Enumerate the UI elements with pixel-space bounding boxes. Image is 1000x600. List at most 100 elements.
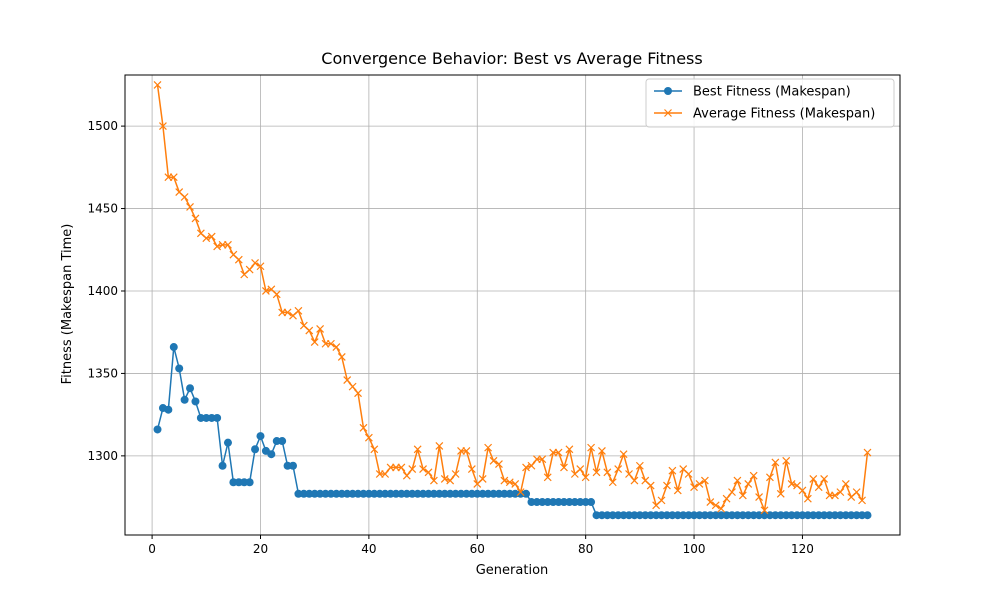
data-point bbox=[359, 423, 368, 432]
data-point bbox=[749, 471, 758, 480]
data-point bbox=[516, 488, 525, 497]
data-point bbox=[798, 486, 807, 495]
data-point bbox=[619, 450, 628, 459]
data-point bbox=[180, 193, 189, 201]
data-point bbox=[738, 491, 747, 500]
data-point bbox=[592, 468, 601, 477]
x-tick-label: 60 bbox=[470, 542, 485, 556]
data-point bbox=[159, 122, 167, 131]
data-point bbox=[467, 465, 476, 473]
data-point bbox=[782, 456, 791, 465]
data-point bbox=[711, 501, 720, 510]
data-point bbox=[646, 481, 655, 490]
y-tick-label: 1400 bbox=[87, 284, 118, 298]
data-point bbox=[278, 437, 287, 446]
data-point bbox=[560, 463, 568, 472]
data-point bbox=[429, 476, 438, 485]
data-point bbox=[153, 425, 162, 434]
data-point bbox=[251, 259, 259, 267]
data-point bbox=[272, 290, 281, 299]
data-point bbox=[435, 442, 444, 450]
data-point bbox=[836, 488, 845, 497]
legend-label: Best Fitness (Makespan) bbox=[693, 85, 851, 100]
data-point bbox=[310, 338, 319, 347]
data-point bbox=[316, 324, 325, 333]
legend-box bbox=[645, 78, 895, 128]
data-point bbox=[153, 80, 162, 89]
data-point bbox=[261, 287, 270, 295]
data-point bbox=[663, 481, 671, 490]
data-point bbox=[576, 465, 585, 473]
series-1 bbox=[153, 343, 872, 520]
data-point bbox=[814, 483, 823, 492]
data-point bbox=[484, 443, 493, 452]
data-point bbox=[305, 326, 314, 335]
data-point bbox=[722, 494, 731, 503]
series-layer bbox=[153, 80, 872, 520]
data-point bbox=[283, 308, 292, 317]
data-point bbox=[527, 461, 536, 470]
data-point bbox=[820, 475, 829, 483]
data-point bbox=[364, 433, 373, 442]
y-axis-label: Fitness (Makespan Time) bbox=[60, 224, 75, 385]
x-tick-label: 100 bbox=[683, 542, 706, 556]
data-point bbox=[245, 265, 254, 274]
data-point bbox=[402, 471, 411, 480]
data-point bbox=[478, 475, 487, 483]
legend-marker bbox=[664, 109, 672, 117]
x-tick-label: 120 bbox=[791, 542, 814, 556]
data-point bbox=[863, 448, 872, 457]
data-point bbox=[522, 463, 530, 472]
data-point bbox=[717, 504, 726, 513]
y-tick-label: 1350 bbox=[87, 366, 118, 380]
data-point bbox=[841, 479, 850, 488]
series-2 bbox=[153, 80, 872, 515]
data-point bbox=[625, 470, 633, 478]
data-point bbox=[554, 448, 563, 457]
data-point bbox=[787, 479, 796, 488]
data-point bbox=[863, 511, 872, 520]
data-point bbox=[695, 479, 704, 488]
data-point bbox=[630, 476, 639, 485]
data-point bbox=[760, 506, 769, 515]
data-point bbox=[381, 470, 390, 478]
data-point bbox=[451, 470, 460, 478]
data-point bbox=[597, 446, 606, 455]
y-tick-label: 1500 bbox=[87, 119, 118, 133]
data-point bbox=[186, 384, 195, 393]
data-point bbox=[489, 456, 498, 465]
data-point bbox=[327, 339, 335, 348]
data-point bbox=[164, 405, 173, 414]
data-point bbox=[169, 173, 178, 182]
x-axis-ticks: 0 20 40 60 80 100 120 bbox=[148, 535, 814, 556]
data-point bbox=[776, 489, 785, 498]
data-point bbox=[224, 240, 232, 249]
data-point bbox=[852, 488, 861, 497]
y-tick-label: 1450 bbox=[87, 202, 118, 216]
data-point bbox=[587, 498, 596, 507]
data-point bbox=[186, 202, 194, 211]
data-point bbox=[294, 306, 303, 315]
data-point bbox=[500, 476, 509, 485]
data-point bbox=[332, 343, 341, 351]
data-point bbox=[175, 364, 184, 373]
data-point bbox=[191, 214, 200, 223]
data-point bbox=[419, 465, 428, 473]
data-point bbox=[370, 445, 379, 454]
data-point bbox=[495, 460, 503, 469]
data-point bbox=[223, 438, 232, 447]
data-point bbox=[251, 445, 260, 454]
data-point bbox=[408, 465, 417, 473]
data-point bbox=[354, 389, 362, 398]
data-point bbox=[809, 475, 818, 483]
data-point bbox=[511, 479, 520, 488]
data-point bbox=[191, 397, 200, 406]
data-point bbox=[635, 461, 644, 470]
data-point bbox=[289, 461, 298, 470]
legend: Best Fitness (Makespan) Average Fitness (… bbox=[645, 78, 895, 128]
data-point bbox=[581, 473, 590, 482]
data-point bbox=[543, 473, 552, 482]
legend-entry: Average Fitness (Makespan) bbox=[654, 107, 875, 122]
data-point bbox=[690, 483, 698, 492]
x-tick-label: 0 bbox=[148, 542, 156, 556]
